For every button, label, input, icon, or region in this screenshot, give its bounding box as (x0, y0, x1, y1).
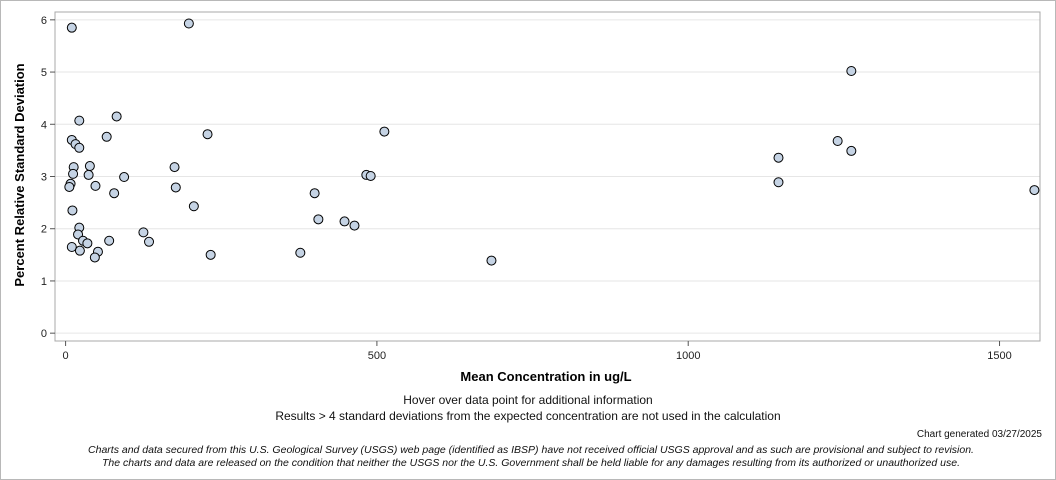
data-point[interactable] (111, 111, 122, 122)
data-point[interactable] (74, 245, 85, 256)
results-note: Results > 4 standard deviations from the… (275, 409, 781, 423)
data-point[interactable] (379, 126, 390, 137)
data-point[interactable] (119, 172, 130, 183)
y-tick-label: 3 (41, 172, 47, 184)
data-point[interactable] (74, 115, 85, 126)
data-point[interactable] (205, 249, 216, 260)
data-point[interactable] (309, 188, 320, 199)
y-tick-label: 5 (41, 67, 47, 79)
data-point[interactable] (846, 66, 857, 77)
grid-lines (55, 19, 1040, 334)
data-point[interactable] (846, 145, 857, 156)
data-point[interactable] (170, 182, 181, 193)
data-point[interactable] (349, 220, 360, 231)
data-point[interactable] (183, 18, 194, 29)
data-point[interactable] (339, 216, 350, 227)
y-tick-label: 0 (41, 328, 47, 340)
data-point[interactable] (365, 170, 376, 181)
data-point[interactable] (68, 168, 79, 179)
data-point[interactable] (773, 152, 784, 163)
data-point[interactable] (66, 242, 77, 252)
x-tick-label: 0 (63, 350, 69, 362)
x-axis-title: Mean Concentration in ug/L (460, 369, 631, 384)
data-point[interactable] (313, 214, 324, 225)
disclaimer-line-1: Charts and data secured from this U.S. G… (88, 444, 974, 456)
data-point[interactable] (832, 135, 843, 146)
data-point[interactable] (104, 235, 115, 246)
data-point[interactable] (109, 188, 120, 199)
hover-note: Hover over data point for additional inf… (403, 393, 653, 407)
data-point[interactable] (89, 252, 100, 263)
data-point[interactable] (66, 22, 77, 33)
data-point[interactable] (138, 227, 149, 238)
data-point[interactable] (202, 129, 213, 140)
y-tick-label: 1 (41, 276, 47, 288)
data-point[interactable] (74, 142, 85, 153)
data-points (64, 18, 1040, 266)
disclaimer-line-2: The charts and data are released on the … (102, 457, 960, 469)
y-tick-label: 6 (41, 15, 47, 27)
data-point[interactable] (67, 205, 78, 216)
x-tick-label: 500 (368, 350, 386, 362)
data-point[interactable] (773, 177, 784, 188)
y-axis: 0 1 2 3 4 5 6 (41, 15, 55, 340)
data-point[interactable] (64, 181, 75, 192)
data-point[interactable] (82, 238, 93, 249)
scatter-chart: 0 1 2 3 4 5 6 0 500 1000 1500 Percent Relative St… (12, 11, 1041, 384)
data-point[interactable] (90, 180, 101, 191)
data-point[interactable] (84, 161, 95, 172)
x-tick-label: 1000 (676, 350, 700, 362)
data-point[interactable] (101, 131, 112, 142)
data-point[interactable] (169, 162, 180, 173)
y-axis-title: Percent Relative Standard Deviation (12, 63, 27, 286)
data-point[interactable] (188, 201, 199, 212)
y-tick-label: 2 (41, 224, 47, 236)
data-point[interactable] (83, 169, 94, 180)
data-point[interactable] (1029, 185, 1040, 196)
data-point[interactable] (295, 247, 306, 258)
y-tick-label: 4 (41, 119, 47, 131)
x-axis: 0 500 1000 1500 (63, 341, 1012, 362)
x-tick-label: 1500 (987, 350, 1011, 362)
data-point[interactable] (144, 236, 155, 247)
data-point[interactable] (486, 255, 497, 266)
chart-generated-date: Chart generated 03/27/2025 (916, 429, 1042, 440)
